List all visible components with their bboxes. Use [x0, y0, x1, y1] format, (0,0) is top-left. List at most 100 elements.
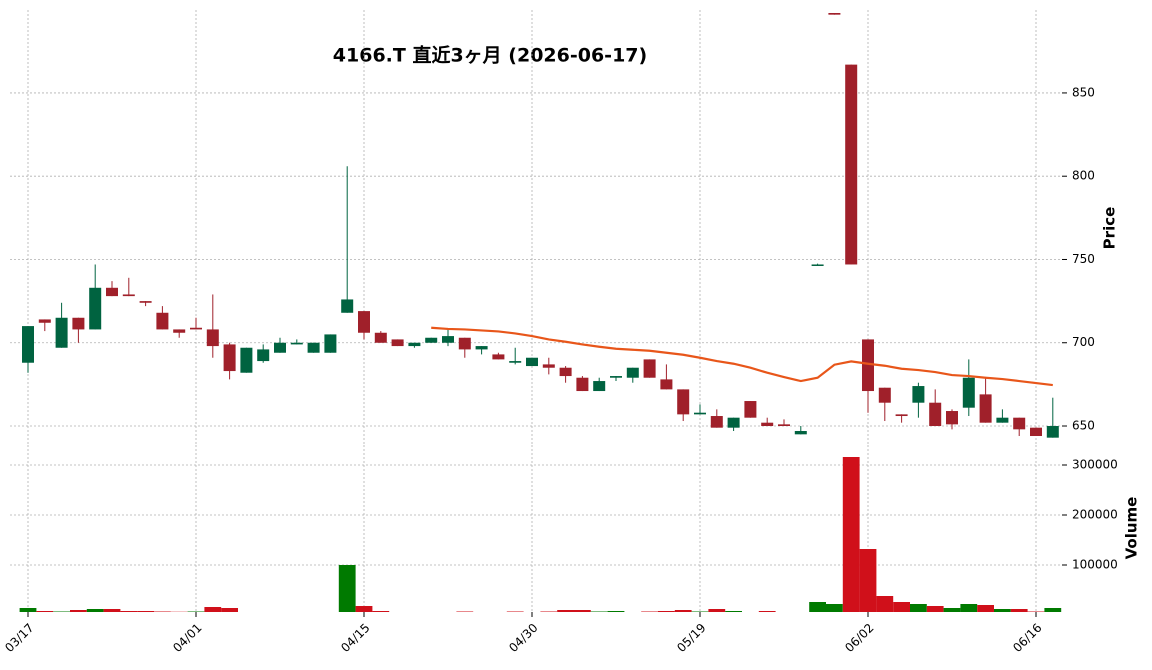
- y-tick-label: 750: [1072, 252, 1095, 266]
- x-tick-label: 04/15: [338, 621, 372, 655]
- candle-body: [38, 319, 51, 323]
- candle-body: [811, 264, 824, 266]
- y-tick-label: 650: [1072, 419, 1095, 433]
- candle-body: [240, 347, 253, 373]
- volume-bar: [557, 610, 574, 612]
- volume-bar: [658, 611, 675, 612]
- candle-body: [156, 312, 169, 330]
- y-axis-label: Price: [1101, 207, 1119, 250]
- volume-bar: [1044, 608, 1062, 612]
- volume-bar: [607, 611, 625, 612]
- candle-body: [122, 294, 135, 297]
- volume-bar: [725, 611, 742, 612]
- volume-bar: [674, 610, 692, 612]
- candle-body: [425, 337, 438, 343]
- candle-body: [694, 412, 706, 415]
- volume-bar: [943, 608, 961, 612]
- candle-body: [929, 402, 942, 427]
- candle-body: [509, 361, 522, 363]
- volume-bar: [456, 611, 474, 612]
- y-tick-label: 850: [1072, 85, 1095, 99]
- volume-bar: [506, 611, 524, 612]
- volume-tick-label: 100000: [1072, 558, 1118, 572]
- candle-body: [173, 329, 186, 333]
- candle-body: [677, 389, 690, 415]
- candle-body: [794, 431, 807, 435]
- candle-body: [458, 337, 471, 350]
- candle-body: [626, 367, 639, 378]
- candle-body: [223, 344, 236, 372]
- volume-bar: [86, 609, 104, 612]
- volume-bar: [977, 605, 994, 612]
- volume-bar: [758, 611, 776, 612]
- volume-bar: [540, 611, 558, 612]
- volume-bar: [859, 549, 877, 612]
- chart-title: 4166.T 直近3ヶ月 (2026-06-17): [333, 44, 647, 67]
- candle-body: [610, 376, 622, 378]
- candle-body: [341, 299, 354, 313]
- volume-bar: [204, 607, 222, 612]
- candle-body: [1030, 427, 1042, 437]
- volume-bar: [893, 602, 910, 612]
- x-tick-label: 03/17: [2, 621, 36, 655]
- volume-bar: [19, 608, 37, 612]
- volume-bar: [338, 565, 356, 612]
- candle-body: [492, 354, 505, 360]
- candle-body: [912, 386, 925, 403]
- candle-body: [761, 422, 774, 427]
- candle-body: [324, 334, 337, 353]
- volume-bar: [1010, 609, 1028, 612]
- candle-body: [358, 311, 370, 333]
- volume-bar: [876, 596, 894, 612]
- volume-bar: [691, 611, 709, 612]
- x-tick-label: 04/30: [506, 621, 540, 655]
- volume-tick-label: 200000: [1072, 508, 1118, 522]
- candle-body: [744, 401, 757, 418]
- candle-body: [979, 394, 992, 423]
- volume-bar: [355, 606, 373, 612]
- volume-bar: [926, 606, 944, 612]
- candle-body: [206, 329, 219, 347]
- candle-body: [190, 327, 202, 330]
- x-tick-label: 06/16: [1010, 621, 1044, 655]
- candle-body: [576, 377, 589, 392]
- candle-body: [946, 411, 958, 425]
- volume-bar: [187, 611, 205, 612]
- volume-bar: [70, 610, 87, 612]
- candle-body: [828, 12, 841, 15]
- candle-body: [660, 379, 673, 390]
- volume-tick-label: 300000: [1072, 458, 1118, 472]
- volume-bar: [809, 602, 826, 612]
- candle-body: [710, 416, 723, 428]
- candle-body: [72, 317, 85, 330]
- candle-body: [895, 414, 908, 417]
- candle-body: [257, 349, 270, 362]
- candle-body: [1046, 426, 1059, 438]
- candle-body: [996, 417, 1009, 423]
- candle-body: [845, 64, 858, 265]
- volume-bar: [590, 611, 608, 612]
- candle-body: [442, 336, 454, 343]
- volume-bar: [842, 457, 860, 612]
- y-tick-label: 800: [1072, 169, 1095, 183]
- x-tick-label: 05/19: [674, 621, 708, 655]
- candle-body: [391, 339, 404, 347]
- volume-bar: [910, 604, 927, 612]
- candle-body: [89, 287, 102, 330]
- candle-body: [374, 332, 387, 343]
- volume-bar: [960, 604, 978, 612]
- candle-body: [1013, 417, 1026, 430]
- candle-body: [139, 301, 152, 303]
- candle-body: [962, 377, 975, 408]
- candle-body: [475, 346, 488, 350]
- volume-bar: [708, 609, 726, 612]
- candle-body: [878, 387, 891, 403]
- candle-body: [274, 342, 286, 353]
- candle-body: [559, 367, 572, 377]
- candle-body: [290, 342, 303, 345]
- volume-bar: [120, 611, 138, 612]
- volume-bar: [826, 604, 843, 612]
- candle-body: [55, 317, 68, 348]
- volume-bar: [994, 609, 1011, 612]
